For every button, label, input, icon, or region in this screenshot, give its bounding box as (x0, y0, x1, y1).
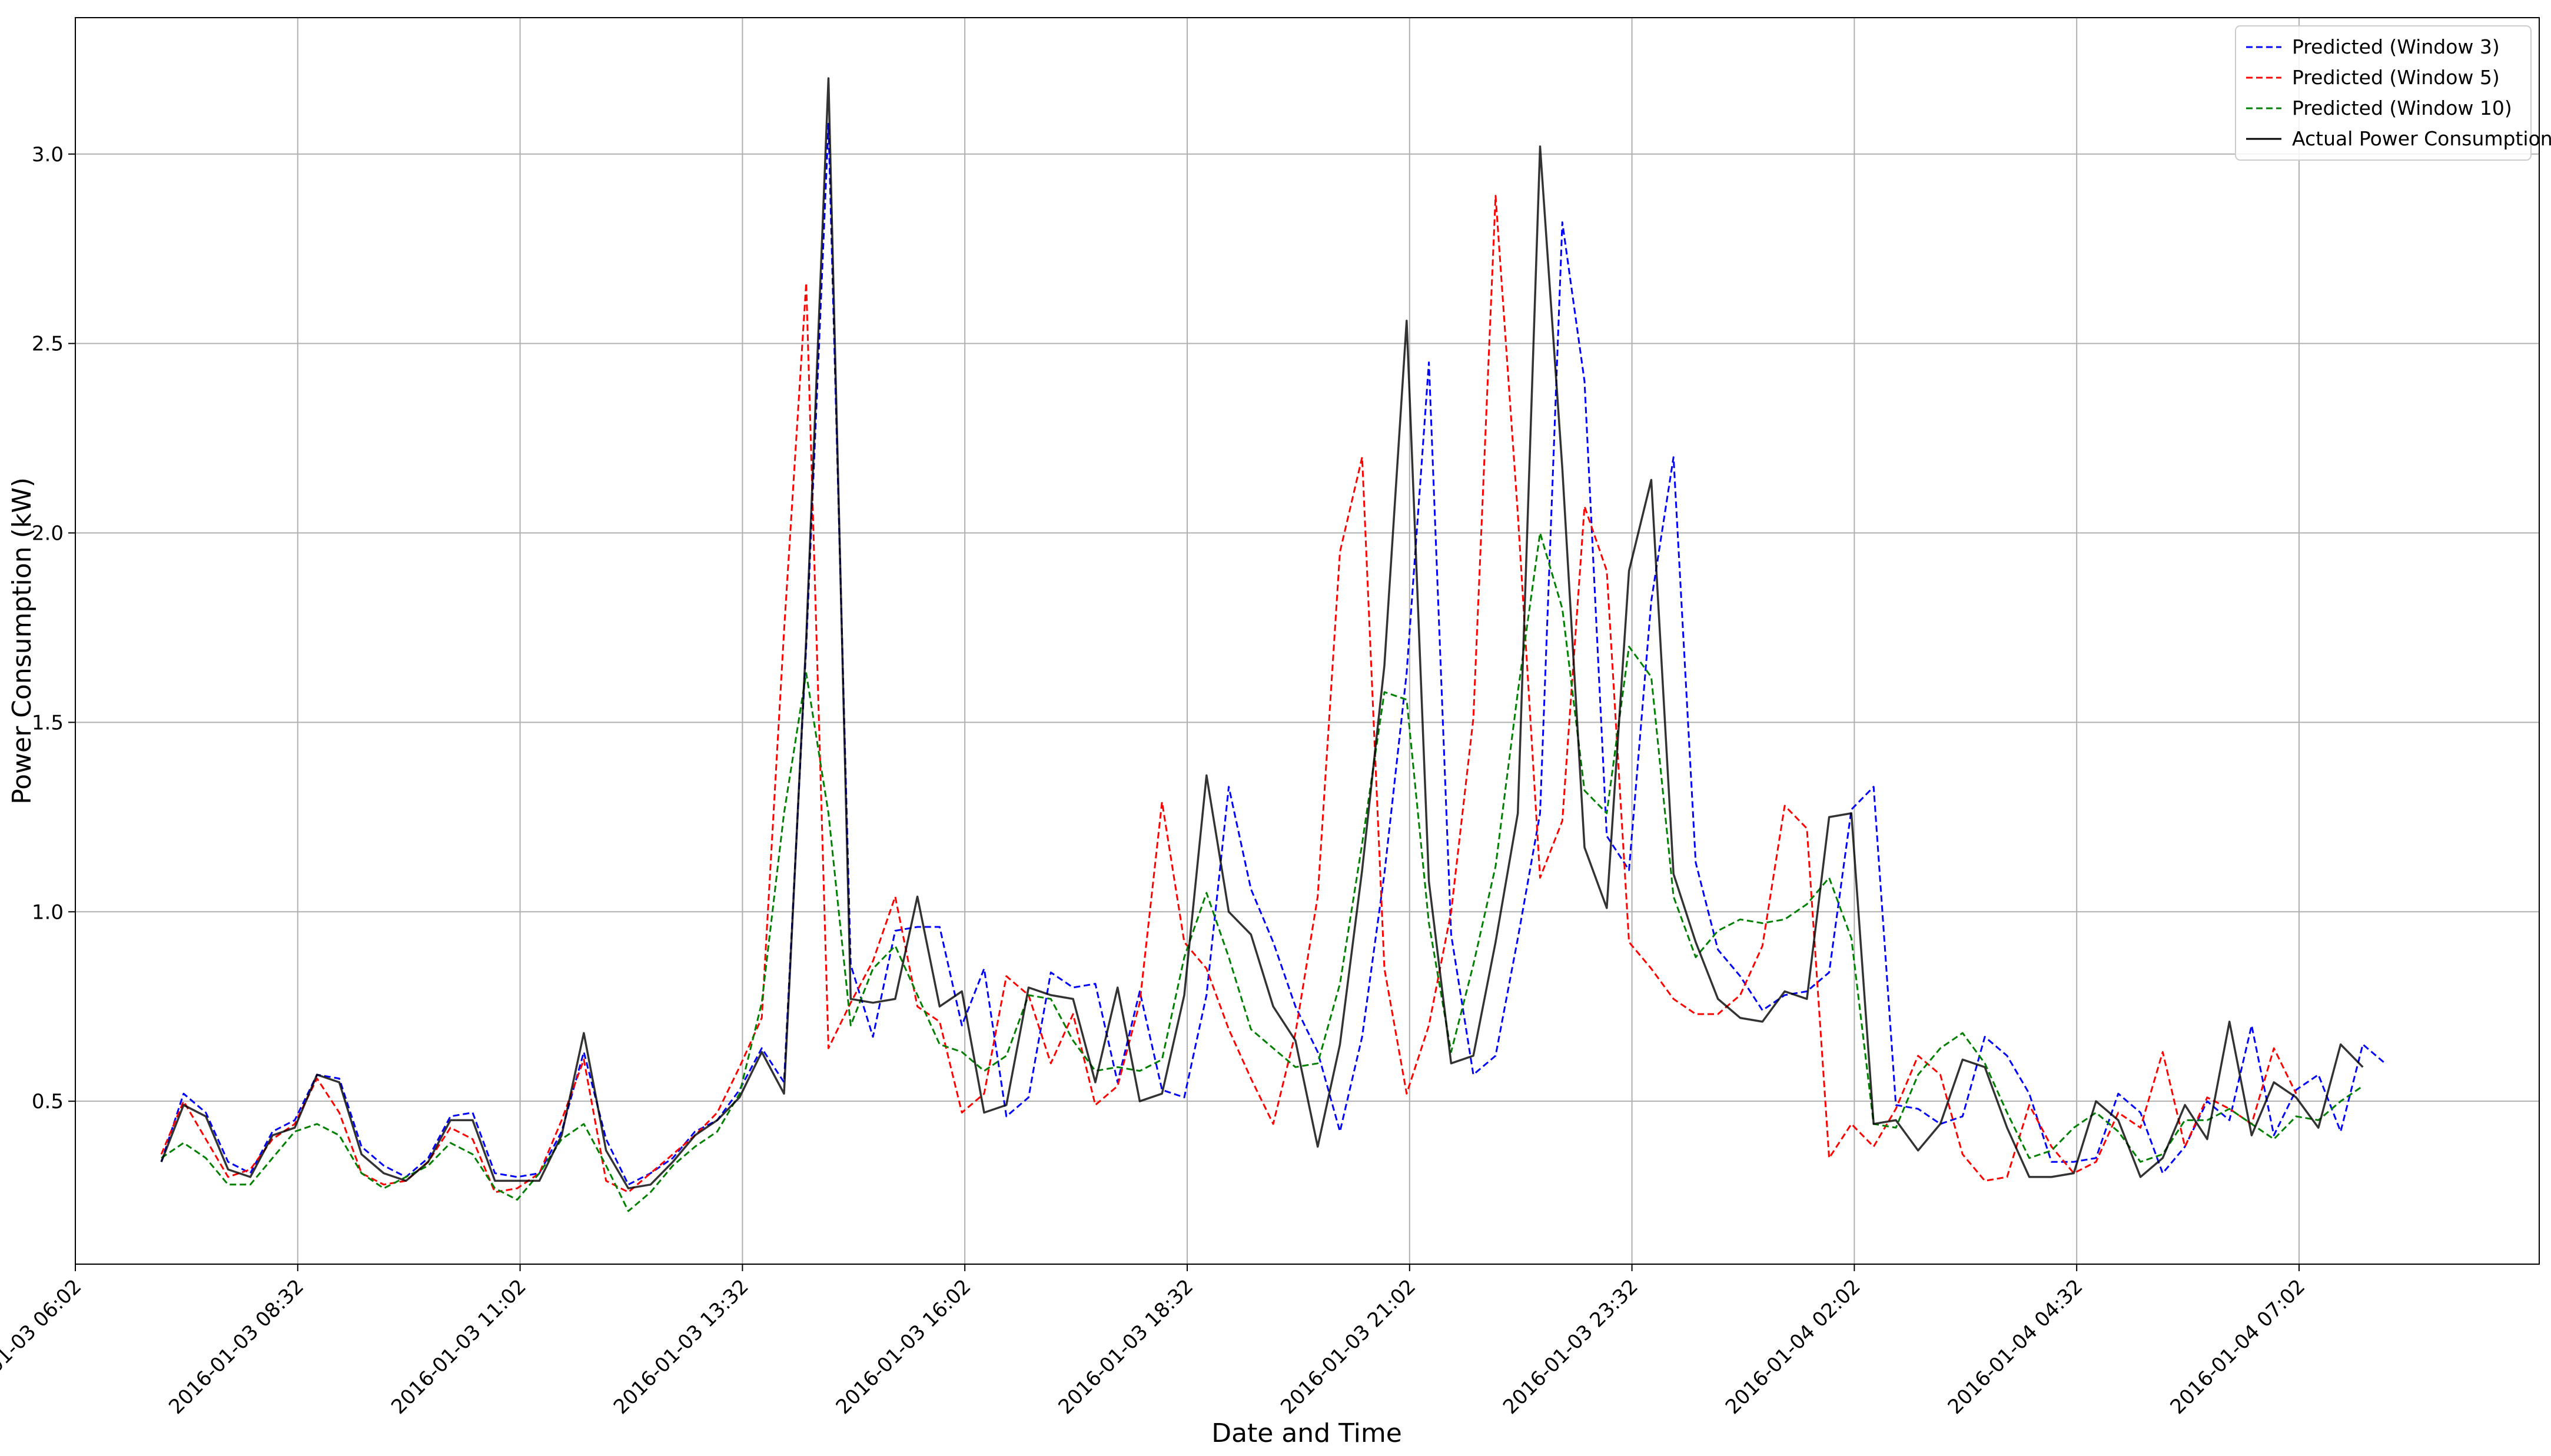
legend-label: Predicted (Window 10) (2292, 97, 2512, 119)
y-tick-label: 1.5 (32, 711, 64, 734)
series-line-predicted-window-3 (160, 122, 2386, 1186)
legend-label: Predicted (Window 3) (2292, 35, 2500, 58)
legend-label: Actual Power Consumption (2292, 127, 2551, 150)
x-axis-title: Date and Time (1211, 1418, 1402, 1448)
series-line-actual-power-consumption (160, 77, 2364, 1189)
legend-label: Predicted (Window 5) (2292, 66, 2500, 89)
y-tick-label: 2.5 (32, 333, 64, 356)
y-tick-label: 2.0 (32, 522, 64, 546)
legend: Predicted (Window 3) Predicted (Window 5)… (2235, 25, 2551, 161)
y-tick-label: 1.0 (32, 900, 64, 924)
series-line-predicted-window-5 (160, 195, 2297, 1194)
y-tick-label: 0.5 (32, 1090, 64, 1113)
plot-frame (75, 17, 2540, 1265)
y-tick-label: 3.0 (32, 143, 64, 167)
y-axis-ticks: 0.5 1.0 1.5 2.0 2.5 3.0 (32, 143, 75, 1113)
grid-lines (75, 18, 2539, 1264)
y-axis-title: Power Consumption (kW) (7, 477, 37, 805)
series-lines (160, 77, 2386, 1212)
legend-box (2235, 25, 2532, 161)
